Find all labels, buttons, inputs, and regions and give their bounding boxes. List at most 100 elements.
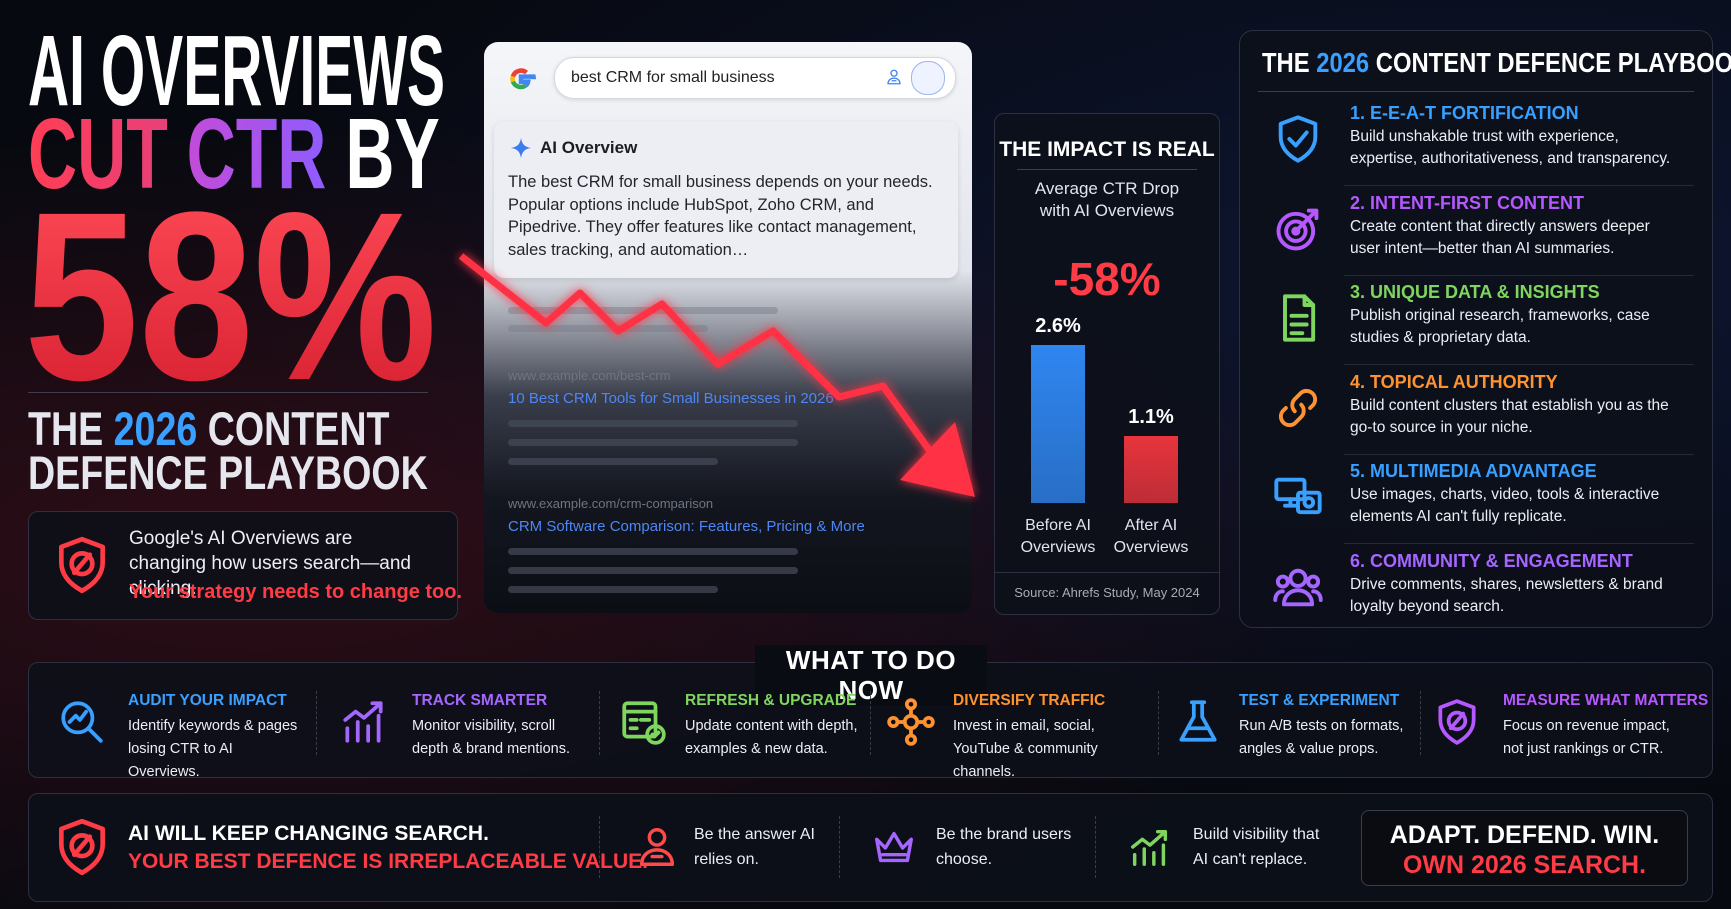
placeholder-line bbox=[508, 567, 798, 574]
icon-stroke bbox=[1278, 115, 1318, 163]
icon-stroke bbox=[645, 724, 666, 745]
icon-stroke bbox=[647, 828, 667, 847]
icon-stroke bbox=[1281, 587, 1315, 606]
icon-stroke bbox=[69, 833, 95, 859]
icon bbox=[1131, 829, 1168, 866]
icon-stroke bbox=[887, 77, 901, 85]
icon-stroke bbox=[1287, 130, 1309, 148]
hero-sub-line1: THE 2026 CONTENT bbox=[28, 405, 389, 452]
icon-stroke bbox=[343, 701, 383, 743]
icon bbox=[1278, 115, 1318, 163]
icon bbox=[1278, 388, 1318, 427]
cta-line2: OWN 2026 SEARCH. bbox=[1402, 851, 1647, 879]
hero-ctr: CTR bbox=[186, 98, 327, 210]
category-label: Before AI Overviews bbox=[1020, 517, 1096, 556]
action-text: Update content with depth, examples & ne… bbox=[685, 718, 858, 757]
icon bbox=[1283, 294, 1316, 342]
icon-stroke bbox=[1289, 294, 1316, 336]
action-title: TRACK SMARTER bbox=[412, 692, 548, 709]
logo-arc bbox=[518, 74, 537, 88]
divider bbox=[1095, 816, 1097, 878]
result-title: 10 Best CRM Tools for Small Businesses i… bbox=[508, 390, 834, 407]
icon-stroke bbox=[1290, 388, 1318, 413]
placeholder-line bbox=[508, 325, 708, 332]
playbook-item-text: Build content clusters that establish yo… bbox=[1350, 396, 1669, 436]
footer-point: Be the answer AI relies on. bbox=[694, 826, 815, 868]
action-title: AUDIT YOUR IMPACT bbox=[128, 692, 287, 709]
icon-stroke bbox=[1288, 568, 1308, 588]
divider bbox=[995, 572, 1219, 573]
lens-button bbox=[911, 61, 945, 95]
ai-overview: AI Overview The best CRM for small busine… bbox=[494, 121, 958, 278]
playbook-title: THE 2026 CONTENT DEFENCE PLAYBOOK bbox=[1262, 48, 1731, 78]
icon-stroke bbox=[1283, 497, 1298, 508]
icon-stroke bbox=[67, 709, 103, 743]
result-url: www.example.com/best-crm bbox=[508, 368, 671, 383]
icon-stroke bbox=[1302, 496, 1316, 509]
action-title: TEST & EXPERIMENT bbox=[1239, 692, 1400, 709]
icon-stroke bbox=[639, 848, 675, 866]
footer-panel: AI WILL KEEP CHANGING SEARCH. YOUR BEST D… bbox=[28, 793, 1713, 902]
placeholder-line bbox=[508, 586, 718, 593]
search-bar: best CRM for small business bbox=[554, 57, 956, 99]
icon bbox=[1276, 208, 1319, 250]
icon-stroke bbox=[1296, 490, 1322, 515]
icon bbox=[1274, 477, 1322, 515]
icon-stroke bbox=[59, 818, 105, 876]
value-label: 2.6% bbox=[1035, 315, 1081, 337]
actions-title: WHAT TO DO NOW bbox=[755, 645, 987, 705]
ai-label: AI Overview bbox=[540, 138, 638, 157]
playbook-item-text: Publish original research, frameworks, c… bbox=[1350, 307, 1650, 346]
divider bbox=[1344, 543, 1694, 544]
action-text: Run A/B tests on formats, angles & value… bbox=[1239, 718, 1404, 757]
cta-line1: ADAPT. DEFEND. WIN. bbox=[1389, 821, 1660, 849]
icon bbox=[1438, 699, 1476, 745]
divider bbox=[1420, 691, 1422, 755]
actions-panel: WHAT TO DO NOW AUDIT YOUR IMPACT Identify … bbox=[28, 645, 1713, 780]
value-label: 1.1% bbox=[1128, 406, 1174, 429]
icon-stroke bbox=[890, 69, 898, 77]
placeholder-line bbox=[508, 458, 718, 465]
icon-stroke bbox=[1306, 574, 1321, 589]
divider bbox=[599, 691, 601, 755]
footer-point: Build visibility that AI can't replace. bbox=[1193, 826, 1320, 868]
logo-arc bbox=[510, 80, 527, 90]
footer-line1: AI WILL KEEP CHANGING SEARCH. bbox=[128, 822, 489, 845]
icon-stroke bbox=[71, 834, 93, 858]
placeholder-line bbox=[508, 420, 798, 427]
divider bbox=[316, 691, 318, 755]
divider bbox=[1258, 91, 1694, 92]
divider bbox=[599, 816, 601, 878]
icon-stroke bbox=[1438, 699, 1476, 745]
icon-stroke bbox=[1273, 588, 1323, 602]
playbook-the: THE bbox=[1262, 47, 1310, 78]
icon-stroke bbox=[1131, 829, 1168, 866]
hero-sub-line2: DEFENCE PLAYBOOK bbox=[28, 446, 428, 499]
result-title: CRM Software Comparison: Features, Prici… bbox=[508, 518, 865, 535]
divider bbox=[1344, 274, 1694, 276]
icon bbox=[622, 701, 666, 745]
sparkle bbox=[510, 137, 532, 159]
impact-title: THE IMPACT IS REAL bbox=[999, 138, 1215, 161]
placeholder-line bbox=[508, 439, 798, 446]
hero-sub-year: 2026 bbox=[113, 402, 198, 455]
icon bbox=[875, 831, 913, 863]
placeholder-line bbox=[508, 548, 798, 555]
playbook-item-title: 5. MULTIMEDIA ADVANTAGE bbox=[1350, 461, 1597, 481]
action-text: Identify keywords & pages losing CTR to … bbox=[128, 718, 298, 780]
icon bbox=[59, 536, 105, 594]
alert-box: Google's AI Overviews are changing how u… bbox=[28, 511, 462, 620]
action-text: Focus on revenue impact, not just rankin… bbox=[1503, 718, 1670, 757]
playbook-item-text: Create content that directly answers dee… bbox=[1350, 217, 1650, 257]
playbook-year: 2026 bbox=[1316, 47, 1370, 78]
hero-sub-the: THE bbox=[28, 402, 104, 455]
divider bbox=[839, 816, 841, 878]
divider bbox=[1158, 691, 1160, 755]
category-label: After AI Overviews bbox=[1113, 517, 1189, 556]
bar bbox=[1031, 345, 1085, 503]
playbook-item-title: 6. COMMUNITY & ENGAGEMENT bbox=[1350, 550, 1633, 571]
logo-arc bbox=[510, 68, 528, 78]
icon-stroke bbox=[1283, 294, 1316, 342]
sparkle-star bbox=[510, 137, 532, 159]
bar bbox=[1124, 436, 1178, 503]
